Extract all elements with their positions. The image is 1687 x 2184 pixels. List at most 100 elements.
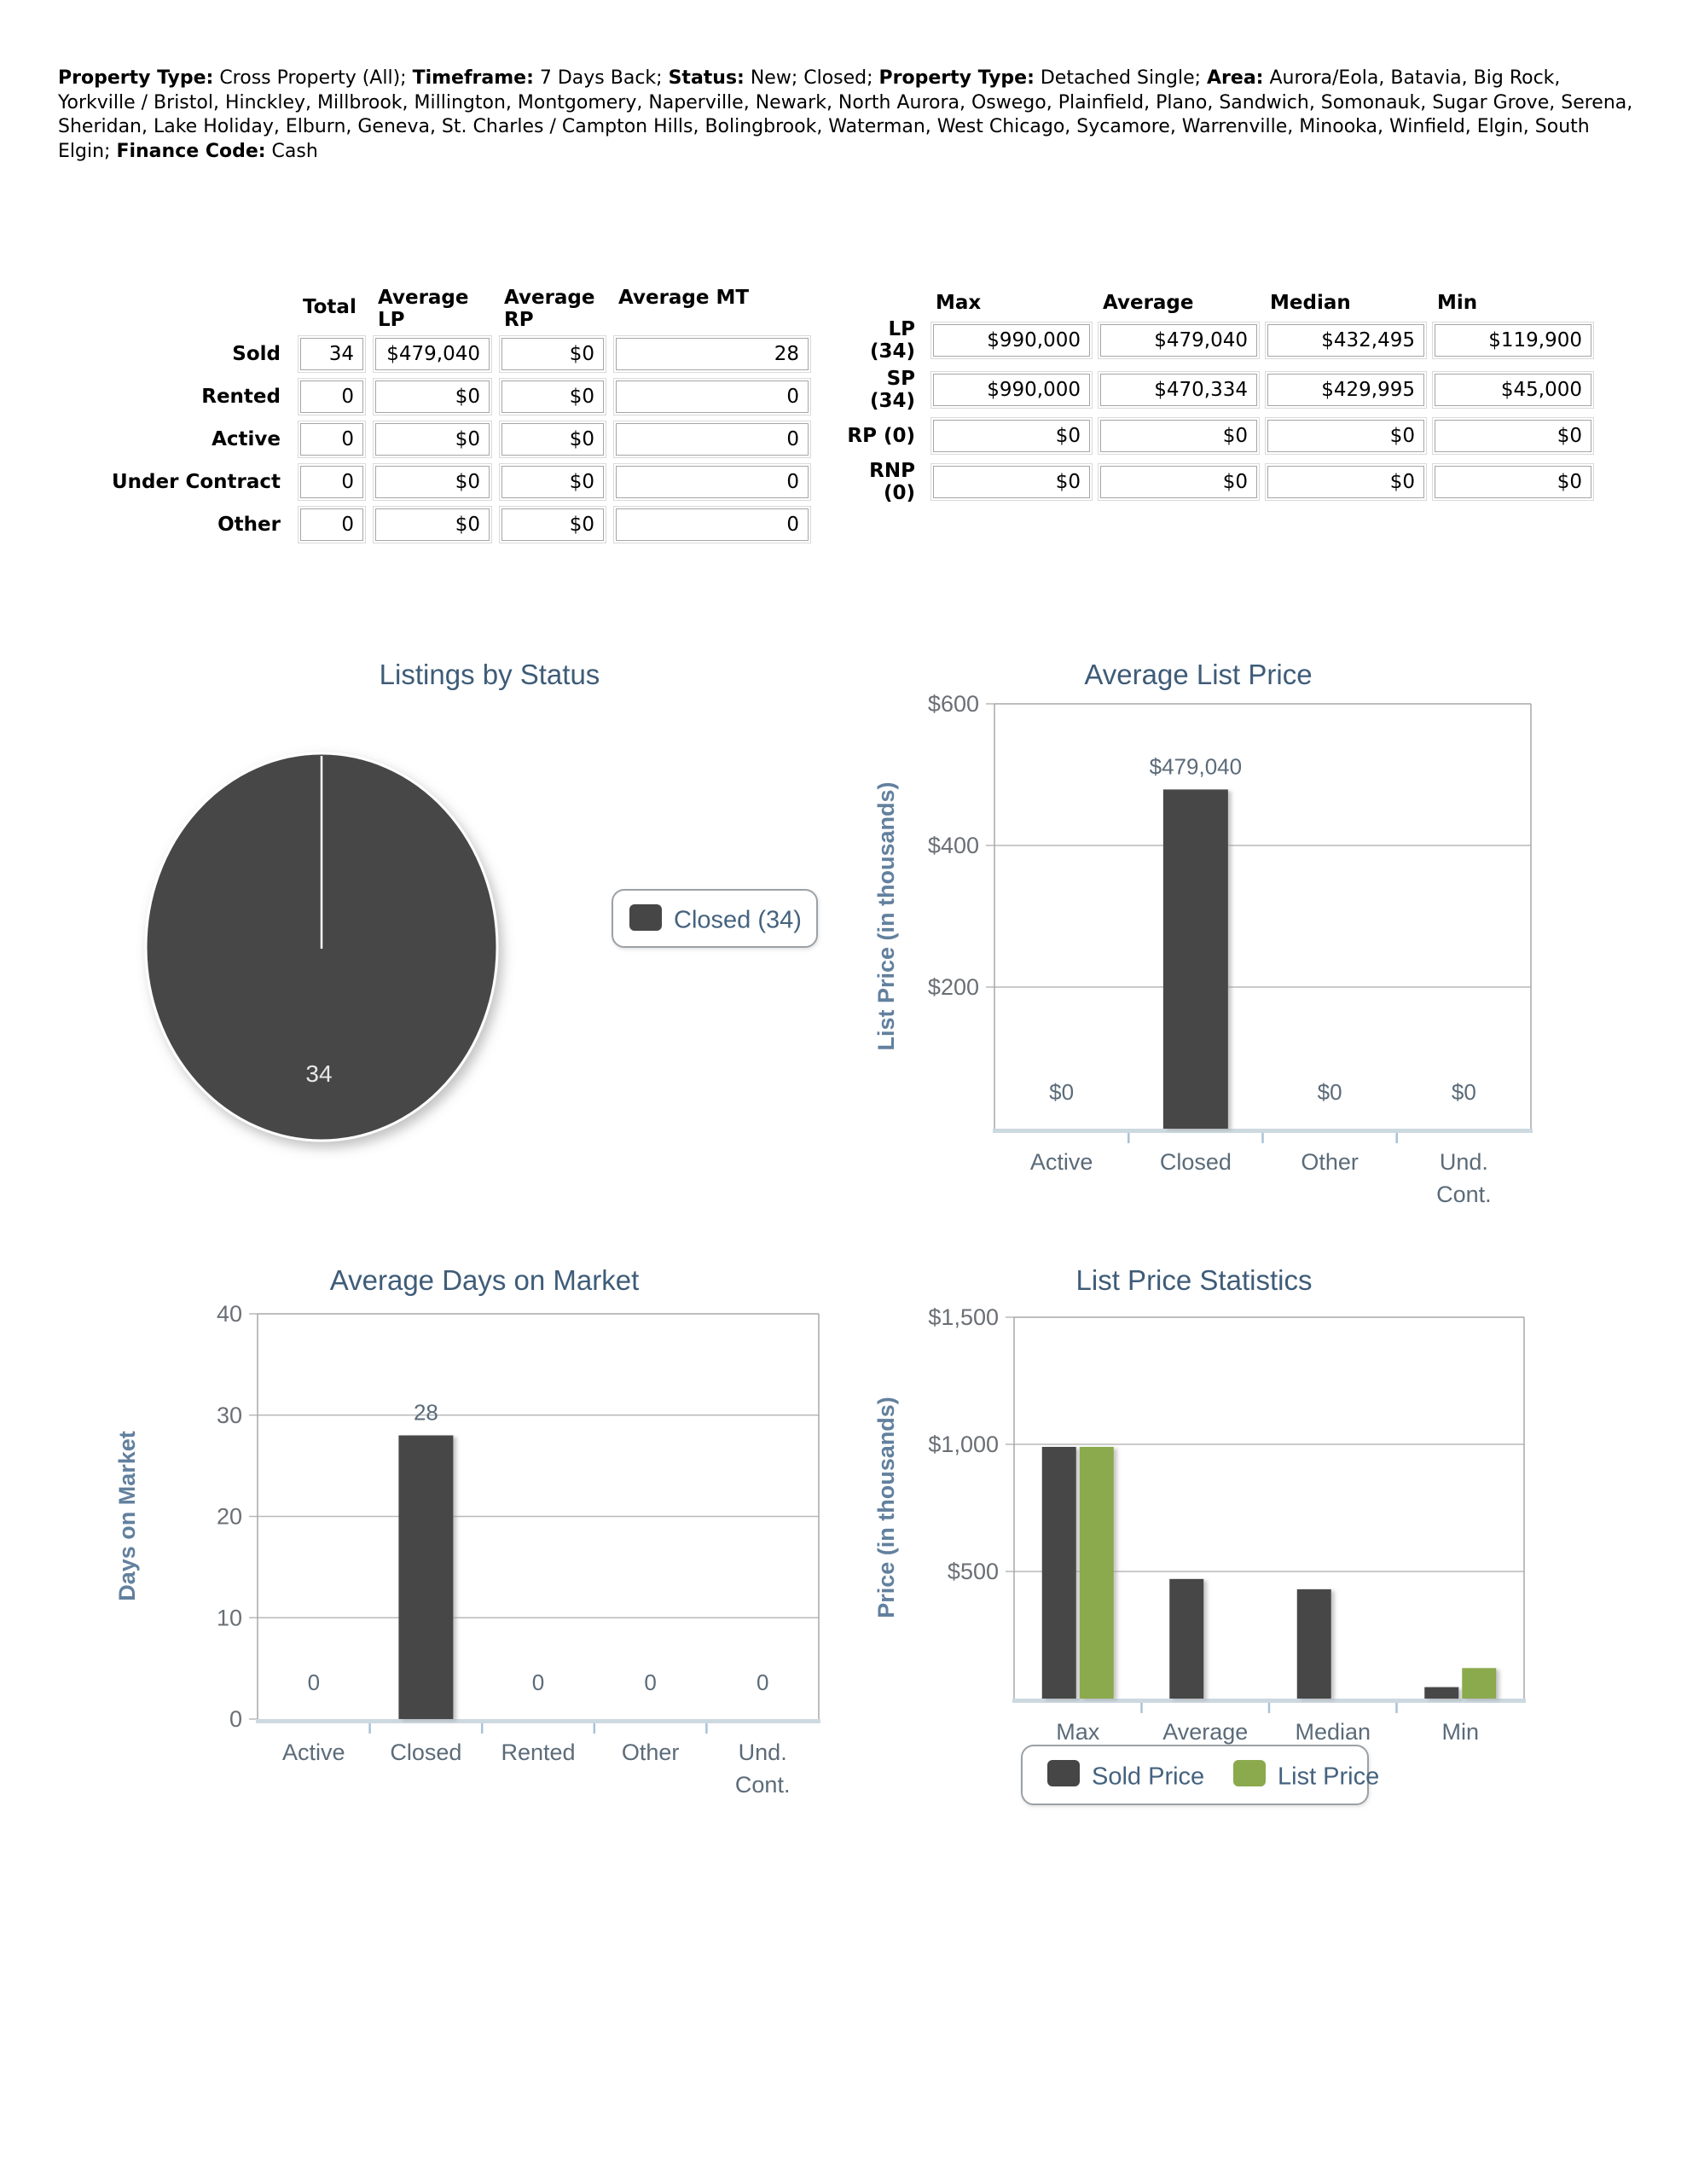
value-box: $470,334	[1098, 371, 1260, 409]
value-box: $0	[373, 378, 492, 415]
legend-swatch-closed-----	[629, 904, 662, 931]
bar-max-sold-price	[1041, 1446, 1076, 1699]
svg-text:Rented: Rented	[501, 1740, 575, 1765]
svg-text:$500: $500	[948, 1559, 999, 1584]
legend-swatch-sold-price	[1047, 1760, 1080, 1786]
value-box: $0	[499, 463, 606, 501]
column-header-median: Median	[1270, 292, 1351, 314]
svg-text:Und.: Und.	[739, 1740, 787, 1765]
value-text: $0	[1435, 420, 1591, 452]
value-box: 0	[298, 421, 366, 458]
value-text: 0	[616, 380, 809, 413]
value-box: $0	[499, 378, 606, 415]
column-header-average-mt: Average MT	[618, 287, 750, 309]
value-box: $990,000	[930, 371, 1093, 409]
svg-text:Min: Min	[1441, 1719, 1479, 1745]
value-text: $429,995	[1267, 374, 1424, 406]
svg-text:40: 40	[217, 1301, 242, 1327]
value-text: 0	[616, 423, 809, 456]
value-text: 0	[300, 508, 363, 541]
table-row: Rented 0 $0 $0 0	[96, 378, 818, 415]
price-stats-header-row: Max Average Median Min	[840, 292, 1599, 314]
value-box: $0	[1432, 417, 1594, 455]
row-label: SP (34)	[869, 368, 915, 412]
value-text: $0	[933, 420, 1090, 452]
average-days-on-market-chart: Average Days on Market Days on Market 0 10 2…	[114, 1264, 820, 1798]
value-box: 0	[613, 378, 811, 415]
row-label: Under Contract	[111, 471, 281, 493]
bar-min-list-price	[1462, 1668, 1497, 1699]
row-label: Other	[217, 514, 281, 536]
svg-text:10: 10	[217, 1605, 242, 1630]
table-row: SP (34) $990,000 $470,334 $429,995 $45,000	[840, 368, 1599, 412]
value-box: $0	[930, 463, 1093, 501]
table-row: RP (0) $0 $0 $0 $0	[840, 417, 1599, 455]
table-row: Other 0 $0 $0 0	[96, 506, 818, 543]
svg-text:Cont.: Cont.	[1436, 1182, 1492, 1207]
value-text: $45,000	[1435, 374, 1591, 406]
value-box: $0	[1265, 463, 1427, 501]
value-box: 0	[298, 463, 366, 501]
criteria-label: Area:	[1207, 67, 1264, 89]
svg-text:$0: $0	[1049, 1079, 1074, 1105]
svg-text:$0: $0	[1318, 1079, 1342, 1105]
value-text: $0	[501, 423, 604, 456]
list-price-statistics-chart: List Price Statistics Price (in thousands…	[873, 1264, 1526, 1805]
value-box: $432,495	[1265, 322, 1427, 359]
svg-text:Other: Other	[1301, 1149, 1359, 1175]
value-box: $429,995	[1265, 371, 1427, 409]
value-box: 0	[298, 378, 366, 415]
bar-closed	[1162, 789, 1228, 1129]
value-text: $119,900	[1435, 324, 1591, 357]
criteria-label: Finance Code:	[116, 140, 266, 162]
row-label: Rented	[201, 386, 281, 408]
svg-text:0: 0	[757, 1670, 768, 1695]
criteria-label: Timeframe:	[412, 67, 534, 89]
value-text: $0	[933, 466, 1090, 498]
value-text: 0	[616, 466, 809, 498]
svg-text:0: 0	[644, 1670, 656, 1695]
bar-median-sold-price	[1296, 1589, 1331, 1699]
value-box: $0	[1432, 463, 1594, 501]
y-axis-label: Days on Market	[114, 1431, 140, 1601]
value-text: $432,495	[1267, 324, 1424, 357]
svg-text:$200: $200	[928, 974, 979, 1000]
value-text: $0	[375, 423, 490, 456]
y-axis-label: List Price (in thousands)	[873, 781, 899, 1050]
svg-text:List Price Statistics: List Price Statistics	[1076, 1264, 1313, 1296]
value-text: 0	[300, 380, 363, 413]
value-box: $0	[1265, 417, 1427, 455]
svg-text:30: 30	[217, 1403, 242, 1428]
value-text: $0	[1100, 466, 1257, 498]
value-text: 0	[300, 466, 363, 498]
value-box: $119,900	[1432, 322, 1594, 359]
value-text: $990,000	[933, 374, 1090, 406]
svg-text:Closed (34): Closed (34)	[674, 907, 802, 934]
value-text: $990,000	[933, 324, 1090, 357]
svg-text:Closed: Closed	[1160, 1149, 1232, 1175]
svg-text:Max: Max	[1056, 1719, 1100, 1745]
value-box: $0	[499, 506, 606, 543]
value-text: $0	[375, 508, 490, 541]
value-text: $0	[501, 508, 604, 541]
value-box: $479,040	[1098, 322, 1260, 359]
legend-swatch-list-price	[1233, 1760, 1266, 1786]
svg-text:$479,040: $479,040	[1150, 753, 1242, 779]
row-label: RNP (0)	[869, 460, 915, 504]
column-header-average-lp: Average LP	[378, 287, 469, 331]
svg-text:Median: Median	[1295, 1719, 1371, 1745]
value-box: 28	[613, 335, 811, 373]
svg-text:20: 20	[217, 1504, 242, 1530]
value-text: 0	[300, 423, 363, 456]
value-box: $0	[373, 421, 492, 458]
y-axis-label: Price (in thousands)	[873, 1397, 899, 1618]
value-text: $0	[375, 380, 490, 413]
value-box: $0	[499, 335, 606, 373]
value-box: $0	[499, 421, 606, 458]
value-box: $0	[373, 506, 492, 543]
value-text: 28	[616, 338, 809, 370]
value-text: $0	[1435, 466, 1591, 498]
value-box: $0	[1098, 417, 1260, 455]
value-box: 0	[613, 506, 811, 543]
